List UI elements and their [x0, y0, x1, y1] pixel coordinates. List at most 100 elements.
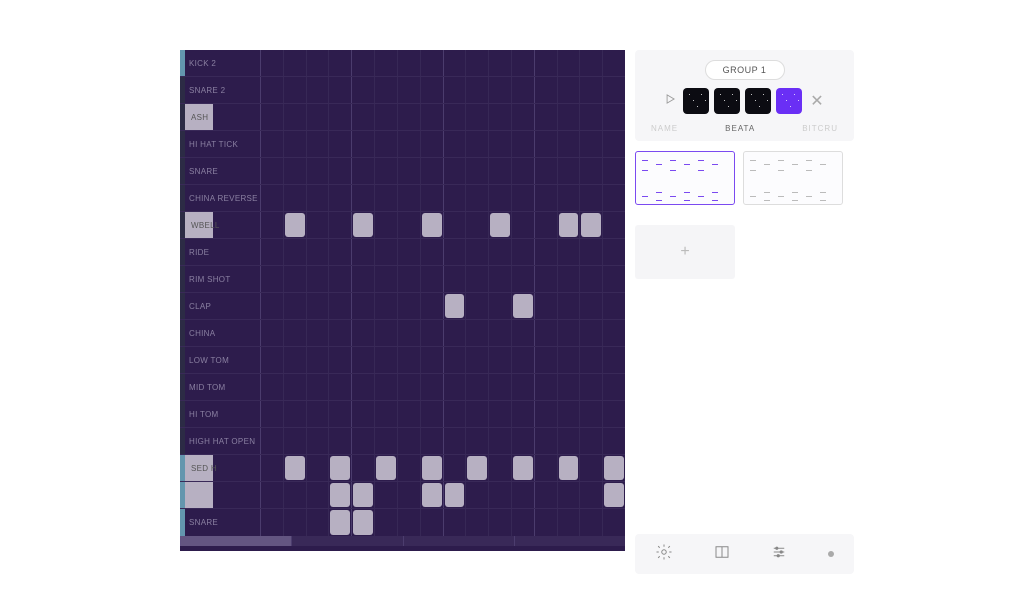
step-cell[interactable] [443, 239, 466, 265]
step-cell[interactable] [465, 482, 488, 508]
step-cell[interactable] [260, 428, 283, 454]
step-cell[interactable] [465, 185, 488, 211]
step-cell[interactable] [534, 401, 557, 427]
timeline-segment[interactable] [291, 536, 402, 546]
step-cell[interactable] [260, 482, 283, 508]
step-cell[interactable] [397, 347, 420, 373]
step-cell[interactable] [511, 347, 534, 373]
step-cell[interactable] [374, 347, 397, 373]
step-cell[interactable] [306, 347, 329, 373]
step-cell[interactable] [420, 509, 443, 536]
step-cell[interactable] [283, 158, 306, 184]
step-cell[interactable] [420, 455, 443, 481]
add-pattern-button[interactable]: + [635, 225, 735, 279]
step-cell[interactable] [283, 212, 306, 238]
track-label[interactable]: MID TOM [185, 374, 260, 400]
step-cell[interactable] [602, 293, 625, 319]
note[interactable] [353, 510, 373, 535]
step-cell[interactable] [306, 428, 329, 454]
step-cell[interactable] [328, 50, 351, 76]
step-cell[interactable] [351, 320, 374, 346]
step-cell[interactable] [260, 239, 283, 265]
step-cell[interactable] [306, 158, 329, 184]
step-cell[interactable] [283, 401, 306, 427]
step-cell[interactable] [328, 239, 351, 265]
step-cell[interactable] [374, 77, 397, 103]
step-cell[interactable] [397, 509, 420, 536]
step-cell[interactable] [443, 266, 466, 292]
step-cell[interactable] [443, 212, 466, 238]
step-cell[interactable] [602, 185, 625, 211]
step-cell[interactable] [557, 239, 580, 265]
step-cell[interactable] [511, 320, 534, 346]
step-cell[interactable] [443, 77, 466, 103]
step-cell[interactable] [283, 455, 306, 481]
step-cell[interactable] [328, 374, 351, 400]
track-label[interactable]: CLAP [185, 293, 260, 319]
step-cell[interactable] [260, 158, 283, 184]
step-cell[interactable] [443, 293, 466, 319]
step-cell[interactable] [579, 131, 602, 157]
step-cell[interactable] [283, 428, 306, 454]
step-cell[interactable] [443, 50, 466, 76]
track-label[interactable]: HI TOM [185, 401, 260, 427]
step-cell[interactable] [283, 104, 306, 130]
step-cell[interactable] [511, 428, 534, 454]
note[interactable] [376, 456, 396, 480]
step-cell[interactable] [397, 50, 420, 76]
step-cell[interactable] [534, 374, 557, 400]
step-cell[interactable] [420, 239, 443, 265]
step-cell[interactable] [374, 212, 397, 238]
step-cell[interactable] [465, 455, 488, 481]
step-cell[interactable] [328, 482, 351, 508]
step-cell[interactable] [511, 131, 534, 157]
step-cell[interactable] [260, 104, 283, 130]
step-cell[interactable] [488, 158, 511, 184]
step-cell[interactable] [534, 347, 557, 373]
track-label[interactable]: LOW TOM [185, 347, 260, 373]
step-cell[interactable] [488, 293, 511, 319]
step-cell[interactable] [374, 293, 397, 319]
step-cell[interactable] [534, 482, 557, 508]
step-cell[interactable] [397, 428, 420, 454]
step-cell[interactable] [488, 347, 511, 373]
step-cell[interactable] [397, 77, 420, 103]
step-cell[interactable] [374, 482, 397, 508]
step-cell[interactable] [328, 320, 351, 346]
step-cell[interactable] [306, 482, 329, 508]
step-cell[interactable] [465, 509, 488, 536]
step-cell[interactable] [374, 158, 397, 184]
note[interactable] [559, 456, 579, 480]
step-cell[interactable] [602, 455, 625, 481]
step-cell[interactable] [420, 131, 443, 157]
note[interactable] [604, 483, 624, 507]
step-cell[interactable] [374, 104, 397, 130]
step-cell[interactable] [397, 401, 420, 427]
step-cell[interactable] [420, 266, 443, 292]
step-cell[interactable] [328, 509, 351, 536]
step-cell[interactable] [579, 374, 602, 400]
step-cell[interactable] [397, 482, 420, 508]
step-cell[interactable] [579, 239, 602, 265]
step-cell[interactable] [579, 509, 602, 536]
step-cell[interactable] [306, 455, 329, 481]
step-cell[interactable] [374, 185, 397, 211]
sound-pad[interactable] [745, 88, 771, 114]
track-label[interactable]: SNARE [185, 158, 260, 184]
step-cell[interactable] [328, 266, 351, 292]
step-cell[interactable] [374, 266, 397, 292]
step-cell[interactable] [306, 131, 329, 157]
category-center[interactable]: BEATA [725, 124, 755, 133]
note[interactable] [330, 456, 350, 480]
step-cell[interactable] [579, 482, 602, 508]
step-cell[interactable] [443, 509, 466, 536]
step-cell[interactable] [534, 77, 557, 103]
timeline-segment[interactable] [514, 536, 625, 546]
step-cell[interactable] [443, 428, 466, 454]
step-cell[interactable] [420, 482, 443, 508]
step-cell[interactable] [306, 401, 329, 427]
step-cell[interactable] [602, 77, 625, 103]
step-cell[interactable] [465, 293, 488, 319]
step-cell[interactable] [488, 401, 511, 427]
step-cell[interactable] [557, 347, 580, 373]
